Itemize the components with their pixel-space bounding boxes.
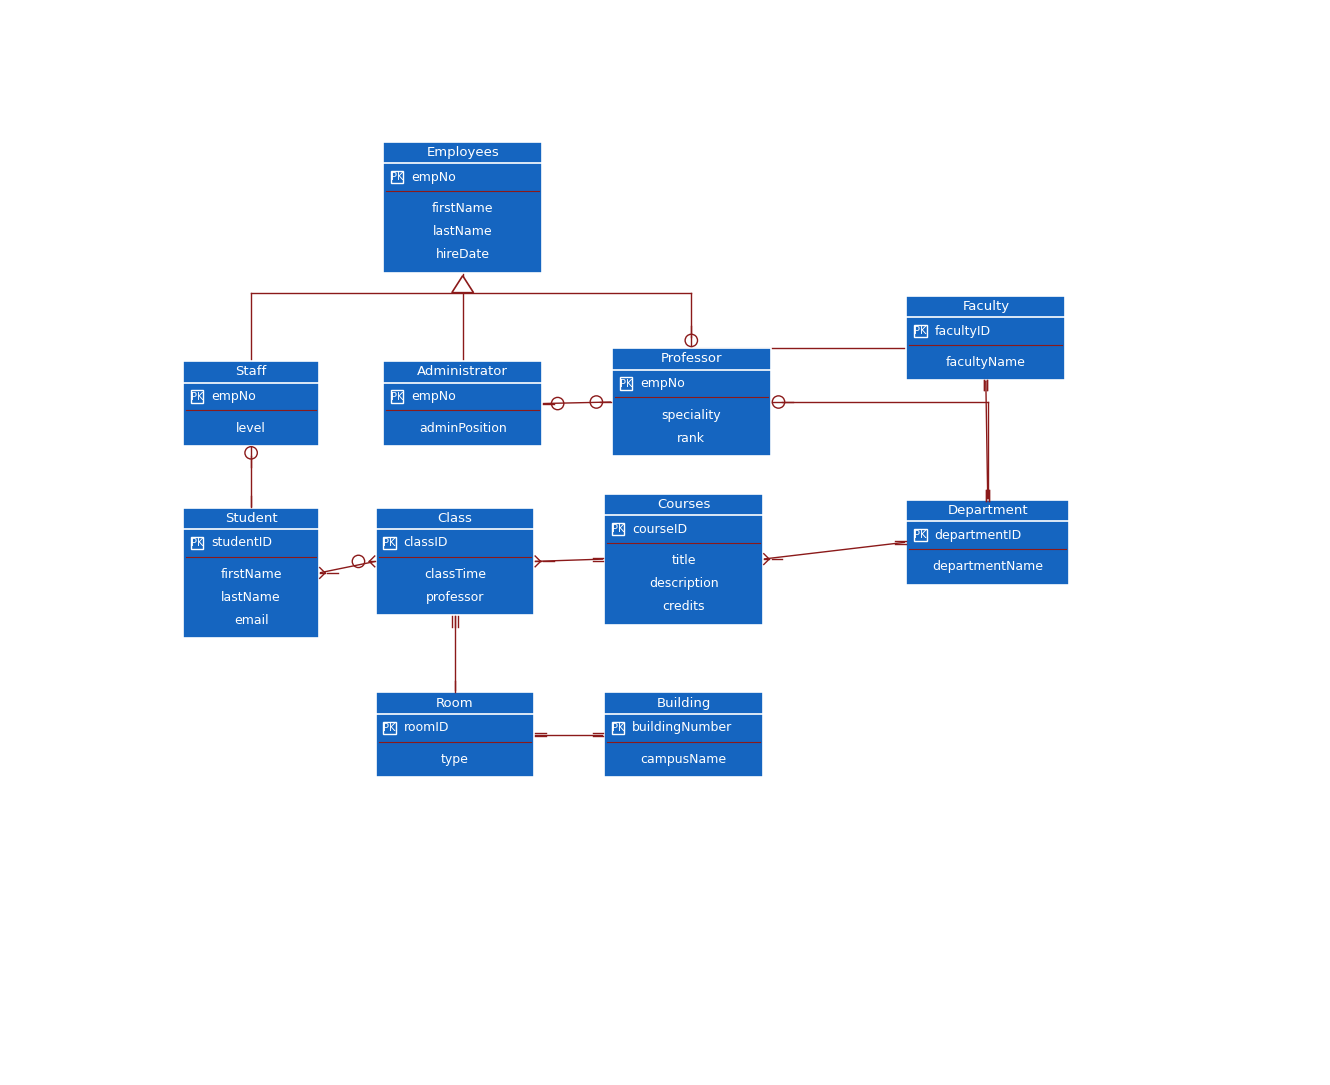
Text: lastName: lastName (432, 226, 492, 239)
Text: rank: rank (677, 432, 705, 445)
Bar (612, 523, 624, 535)
Text: facultyID: facultyID (934, 324, 991, 337)
Text: courseID: courseID (632, 523, 688, 536)
Bar (620, 378, 632, 390)
Text: speciality: speciality (661, 409, 721, 422)
Text: PK: PK (192, 392, 203, 401)
Text: empNo: empNo (640, 376, 685, 390)
Text: hireDate: hireDate (436, 248, 489, 261)
Text: PK: PK (383, 723, 395, 732)
Text: type: type (442, 753, 469, 766)
Bar (192, 537, 203, 549)
Bar (192, 391, 203, 403)
Bar (391, 171, 403, 183)
Text: empNo: empNo (411, 391, 456, 404)
Bar (914, 326, 927, 337)
Bar (604, 692, 763, 777)
Text: campusName: campusName (641, 753, 726, 766)
Bar (906, 500, 1069, 585)
Text: firstName: firstName (432, 202, 493, 215)
Text: Employees: Employees (427, 146, 499, 159)
Text: empNo: empNo (411, 170, 456, 183)
Text: Class: Class (438, 512, 472, 525)
Text: title: title (672, 554, 696, 567)
Bar (914, 529, 927, 541)
Text: Room: Room (436, 697, 473, 710)
Text: PK: PK (383, 538, 395, 548)
Text: PK: PK (914, 531, 927, 540)
Text: studentID: studentID (211, 536, 273, 549)
Text: departmentName: departmentName (932, 560, 1043, 573)
Text: Faculty: Faculty (962, 301, 1009, 314)
Text: PK: PK (391, 392, 403, 401)
Text: Professor: Professor (661, 353, 722, 366)
Text: PK: PK (192, 538, 203, 548)
Text: Department: Department (947, 505, 1028, 518)
Bar (375, 508, 535, 615)
Text: professor: professor (426, 591, 484, 604)
Bar (383, 361, 543, 446)
Bar (604, 494, 763, 625)
Polygon shape (452, 276, 473, 293)
Text: classTime: classTime (424, 567, 485, 580)
Text: empNo: empNo (211, 391, 255, 404)
Bar (383, 142, 543, 272)
Text: Student: Student (225, 512, 278, 525)
Text: buildingNumber: buildingNumber (632, 722, 733, 735)
Bar (612, 348, 771, 456)
Text: PK: PK (914, 327, 927, 336)
Text: PK: PK (620, 379, 632, 388)
Text: description: description (649, 577, 718, 590)
Bar (184, 508, 319, 638)
Text: email: email (234, 614, 269, 627)
Text: PK: PK (612, 524, 624, 534)
Bar (375, 692, 535, 777)
Text: Administrator: Administrator (418, 366, 508, 379)
Text: credits: credits (662, 600, 705, 613)
Bar (612, 722, 624, 733)
Text: departmentID: departmentID (934, 528, 1021, 541)
Text: classID: classID (403, 536, 448, 549)
Bar (383, 722, 395, 733)
Text: lastName: lastName (221, 591, 281, 604)
Bar (383, 537, 395, 549)
Text: firstName: firstName (221, 567, 282, 580)
Text: Courses: Courses (657, 498, 710, 511)
Bar (391, 391, 403, 403)
Text: PK: PK (612, 723, 624, 732)
Text: level: level (237, 422, 266, 435)
Bar (184, 361, 319, 446)
Text: facultyName: facultyName (946, 356, 1025, 369)
Text: roomID: roomID (403, 722, 450, 735)
Text: PK: PK (391, 173, 403, 182)
Text: Staff: Staff (235, 366, 267, 379)
Text: adminPosition: adminPosition (419, 422, 507, 435)
Text: Building: Building (657, 697, 710, 710)
Bar (906, 296, 1065, 381)
